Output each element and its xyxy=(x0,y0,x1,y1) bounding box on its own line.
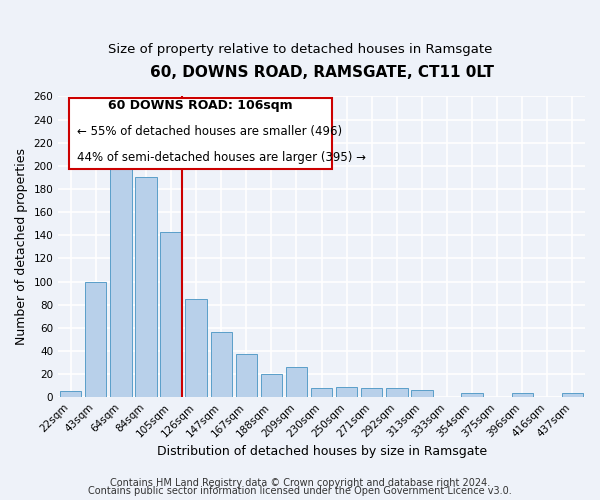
Bar xyxy=(236,354,257,397)
Text: Contains HM Land Registry data © Crown copyright and database right 2024.: Contains HM Land Registry data © Crown c… xyxy=(110,478,490,488)
Bar xyxy=(136,178,157,397)
Title: 60, DOWNS ROAD, RAMSGATE, CT11 0LT: 60, DOWNS ROAD, RAMSGATE, CT11 0LT xyxy=(149,65,494,80)
Text: 44% of semi-detached houses are larger (395) →: 44% of semi-detached houses are larger (… xyxy=(77,150,365,164)
Bar xyxy=(562,392,583,397)
Bar xyxy=(160,232,182,397)
Bar xyxy=(110,160,131,397)
X-axis label: Distribution of detached houses by size in Ramsgate: Distribution of detached houses by size … xyxy=(157,444,487,458)
Bar xyxy=(286,367,307,397)
Bar xyxy=(512,392,533,397)
Bar xyxy=(211,332,232,397)
Text: Contains public sector information licensed under the Open Government Licence v3: Contains public sector information licen… xyxy=(88,486,512,496)
Y-axis label: Number of detached properties: Number of detached properties xyxy=(15,148,28,346)
Bar xyxy=(60,392,82,397)
Bar xyxy=(411,390,433,397)
Text: ← 55% of detached houses are smaller (496): ← 55% of detached houses are smaller (49… xyxy=(77,125,342,138)
Bar xyxy=(261,374,282,397)
Bar xyxy=(185,299,207,397)
Bar xyxy=(336,387,358,397)
Bar xyxy=(386,388,407,397)
Bar xyxy=(461,392,483,397)
Bar xyxy=(311,388,332,397)
Text: Size of property relative to detached houses in Ramsgate: Size of property relative to detached ho… xyxy=(108,42,492,56)
Bar xyxy=(361,388,382,397)
FancyBboxPatch shape xyxy=(69,98,332,168)
Text: 60 DOWNS ROAD: 106sqm: 60 DOWNS ROAD: 106sqm xyxy=(108,100,293,112)
Bar xyxy=(85,282,106,397)
